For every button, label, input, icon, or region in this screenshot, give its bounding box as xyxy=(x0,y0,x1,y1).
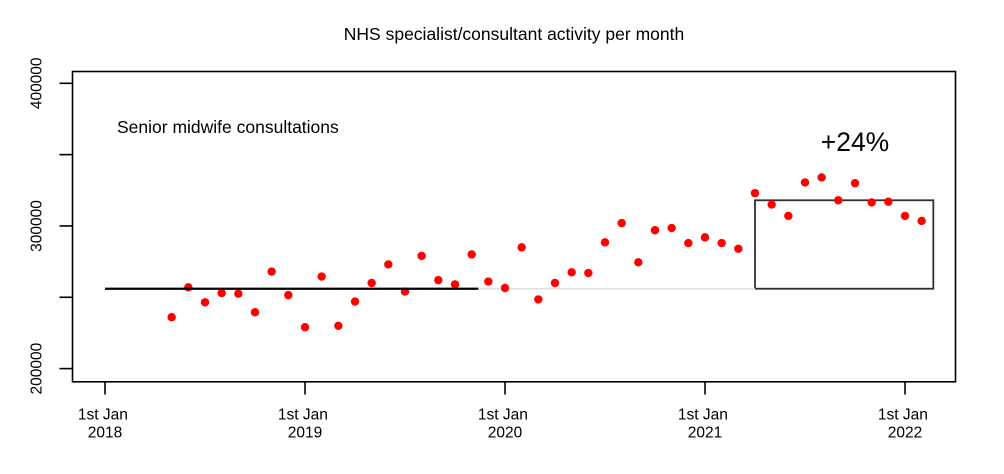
data-point xyxy=(700,233,710,242)
y-tick-label: 400000 xyxy=(28,57,45,109)
data-point xyxy=(250,308,260,317)
data-point xyxy=(200,298,210,307)
axes-layer xyxy=(59,70,957,395)
x-tick-label: 1st Jan 2020 xyxy=(478,407,532,442)
data-point xyxy=(800,178,810,187)
series-label: Senior midwife consultations xyxy=(117,117,339,137)
data-point xyxy=(500,283,510,293)
data-point xyxy=(450,280,460,289)
data-point xyxy=(317,272,326,281)
x-tick-label: 1st Jan 2021 xyxy=(678,407,732,442)
data-point xyxy=(650,226,660,235)
data-point xyxy=(817,173,826,182)
data-point xyxy=(534,295,543,304)
data-point xyxy=(217,288,226,298)
data-point xyxy=(367,278,376,288)
growth-box-layer xyxy=(754,199,935,290)
y-tick-label: 200000 xyxy=(28,342,45,394)
data-point xyxy=(717,238,726,248)
data-points-layer xyxy=(167,173,926,332)
data-point xyxy=(750,188,760,198)
data-point xyxy=(467,250,476,259)
data-point xyxy=(550,278,560,288)
data-point xyxy=(884,197,893,206)
data-point xyxy=(350,297,360,306)
x-tick-label: 1st Jan 2019 xyxy=(278,407,332,442)
data-point xyxy=(434,275,443,285)
data-point xyxy=(384,260,393,269)
data-point xyxy=(234,289,243,298)
x-tick-label: 1st Jan 2022 xyxy=(878,407,932,442)
growth-percentage-label: +24% xyxy=(821,127,890,157)
data-point xyxy=(634,258,643,267)
data-point xyxy=(850,178,860,188)
data-point xyxy=(767,200,776,209)
data-point xyxy=(784,211,793,221)
data-point xyxy=(834,196,843,205)
data-point xyxy=(684,238,693,248)
data-point xyxy=(900,211,910,221)
growth-box xyxy=(754,199,935,290)
data-point xyxy=(617,218,626,228)
data-point xyxy=(734,244,743,253)
data-point xyxy=(584,268,593,278)
data-point xyxy=(484,277,493,286)
y-tick-label: 300000 xyxy=(28,200,45,252)
data-point xyxy=(184,283,193,292)
data-point xyxy=(667,223,676,233)
data-point xyxy=(867,198,876,207)
chart-title: NHS specialist/consultant activity per m… xyxy=(344,24,684,44)
data-point xyxy=(267,267,276,276)
data-point xyxy=(167,313,176,322)
data-point xyxy=(517,243,526,252)
data-point xyxy=(600,238,610,247)
data-point xyxy=(417,251,426,261)
data-point xyxy=(567,268,576,277)
data-point xyxy=(334,321,343,331)
data-point xyxy=(300,323,310,332)
data-point xyxy=(284,290,293,300)
x-tick-label: 1st Jan 2018 xyxy=(78,407,132,442)
data-point xyxy=(917,216,926,226)
